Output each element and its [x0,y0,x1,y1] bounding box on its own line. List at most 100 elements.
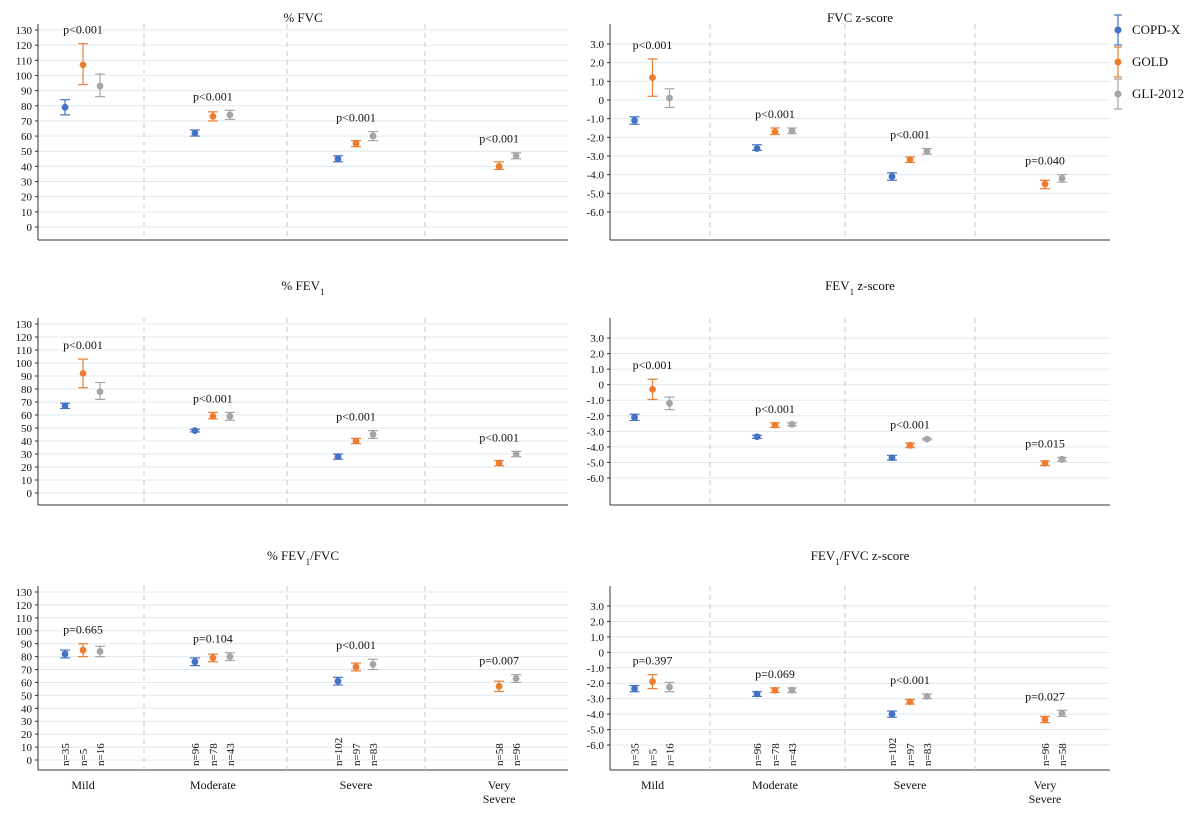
chart-title: FVC z-score [827,10,893,25]
marker [753,145,761,152]
n-label: n=35 [630,743,642,766]
x-category-label-line2: Severe [1029,792,1062,806]
marker [631,685,638,693]
legend-marker [1114,90,1122,98]
y-tick-label: 1.0 [590,76,604,88]
p-value-label: p=0.015 [1025,436,1065,450]
y-tick-label: -6.0 [587,473,605,485]
y-tick-label: 110 [16,345,33,357]
data-point-gold [770,686,780,694]
marker [923,435,931,443]
marker [209,654,217,662]
chart-title: FEV1 z-score [825,278,895,297]
data-point-gli-2012 [95,381,106,400]
marker [369,431,377,438]
data-point-gli-2012 [664,88,675,109]
data-point-gold [647,378,658,401]
data-point-copd-x [333,155,343,163]
marker [334,677,342,685]
data-point-gold [494,680,505,693]
y-tick-label: 20 [21,462,33,474]
data-point-gold [494,459,505,467]
p-value-label: p=0.007 [479,654,519,668]
y-tick-label: 110 [16,55,33,67]
marker [352,663,360,671]
y-tick-label: 100 [16,626,33,638]
y-tick-label: 3.0 [590,601,604,613]
legend-label: GOLD [1132,54,1168,69]
data-point-copd-x [887,710,897,718]
y-tick-label: -5.0 [587,457,605,469]
p-value-label: p<0.001 [890,128,930,142]
marker [1058,709,1066,717]
data-point-gold [494,161,505,171]
marker [1041,716,1049,723]
n-label: n=102 [887,738,899,766]
y-tick-label: 1.0 [590,364,604,376]
n-label: n=5 [78,748,90,766]
y-tick-label: 130 [16,319,33,331]
data-point-gold [647,58,658,97]
marker [666,399,673,407]
data-point-gold [1040,715,1050,724]
y-tick-label: -2.0 [587,678,605,690]
p-value-label: p<0.001 [479,132,519,146]
data-point-gold [647,674,658,690]
title-subscript: 1 [320,287,325,297]
data-point-gold [770,421,780,429]
marker [61,103,69,111]
marker [788,686,796,694]
y-tick-label: 1.0 [590,632,604,644]
marker [352,140,360,148]
data-point-copd-x [189,657,200,667]
data-point-copd-x [629,116,640,125]
y-tick-label: 80 [21,101,33,113]
p-value-label: p<0.001 [890,673,930,687]
x-category-label: Very [488,778,511,792]
data-point-copd-x [629,413,640,422]
marker [666,94,673,102]
marker [352,437,360,445]
marker [96,82,104,90]
y-tick-label: 80 [21,384,33,396]
marker [512,152,520,160]
data-point-gli-2012 [511,450,522,458]
y-tick-label: 0 [27,755,33,767]
x-category-label: Mild [641,778,664,792]
marker [369,660,377,668]
y-tick-label: 60 [21,410,33,422]
y-tick-label: 90 [21,86,33,98]
y-tick-label: -6.0 [587,207,605,219]
y-tick-label: 30 [21,716,33,728]
data-point-gli-2012 [368,130,378,142]
y-tick-label: 40 [21,703,33,715]
y-tick-label: 20 [21,729,33,741]
y-tick-label: -5.0 [587,188,605,200]
legend: COPD-X GOLD GLI-2012 [1114,14,1184,110]
marker [788,420,796,428]
data-point-copd-x [752,690,762,698]
data-point-gold [905,698,915,706]
marker [79,61,87,69]
y-tick-label: 130 [16,25,33,37]
data-point-gold [207,111,218,122]
y-tick-label: -1.0 [587,114,605,126]
marker [369,132,377,140]
p-value-label: p=0.027 [1025,689,1065,703]
y-tick-label: 70 [21,397,33,409]
y-tick-label: 90 [21,639,33,651]
chart-title: FEV1/FVC z-score [811,548,910,567]
n-label: n=96 [511,743,523,766]
marker [1041,180,1049,188]
marker [61,650,69,658]
data-point-gli-2012 [1057,709,1067,718]
marker [79,370,87,377]
data-point-gli-2012 [787,686,797,694]
data-point-gli-2012 [368,430,378,439]
n-label: n=43 [225,743,237,766]
data-point-copd-x [887,454,897,462]
n-label: n=5 [648,748,660,766]
p-value-label: p<0.001 [633,358,673,372]
chart-panel-4: FEV1 z-score 3.0 2.0 1.0 0 -1.0 -2.0 -3.0 -4.0 -5… [587,278,1110,506]
